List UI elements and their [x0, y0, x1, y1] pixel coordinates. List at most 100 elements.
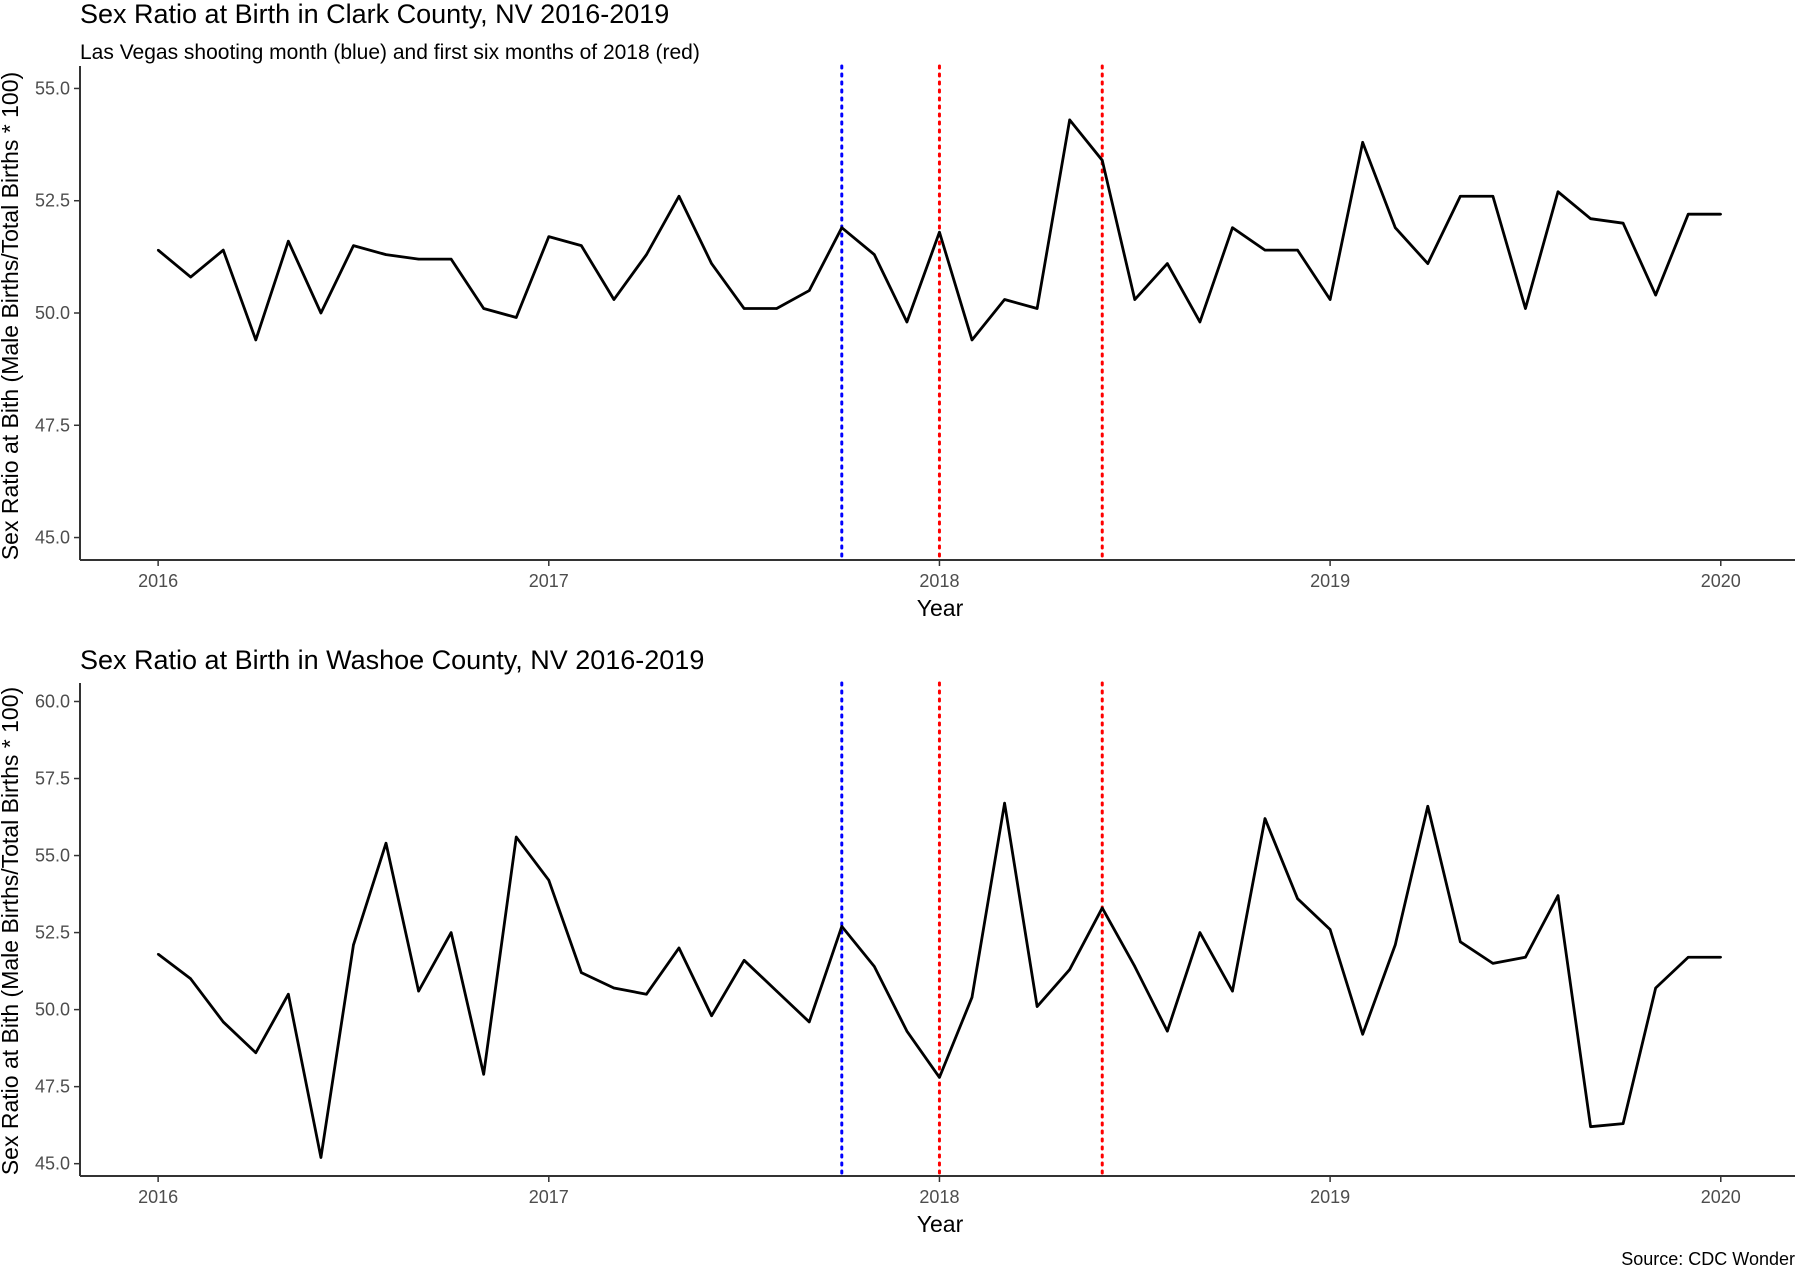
- washoe-data-point: [580, 971, 583, 974]
- washoe-data-point: [970, 996, 974, 999]
- washoe-x-tick-label: 2020: [1701, 1187, 1741, 1207]
- clark-data-point: [1328, 298, 1332, 301]
- clark-y-tick-label: 47.5: [35, 415, 70, 435]
- clark-data-point: [840, 226, 843, 229]
- washoe-x-tick-label: 2017: [529, 1187, 569, 1207]
- clark-data-point: [287, 239, 290, 243]
- washoe-x-tick-label: 2019: [1310, 1187, 1350, 1207]
- clark-data-point: [645, 253, 648, 256]
- clark-data-point: [905, 320, 909, 324]
- washoe-y-tick-label: 60.0: [35, 691, 70, 711]
- washoe-data-point: [677, 946, 681, 950]
- clark-data-point: [1133, 298, 1136, 301]
- washoe-data-point: [1654, 986, 1657, 990]
- washoe-data-point: [645, 993, 648, 996]
- clark-data-point: [1263, 248, 1267, 252]
- washoe-data-point: [1687, 956, 1690, 959]
- clark-data-point: [417, 257, 420, 261]
- clark-data-point: [1231, 226, 1234, 229]
- clark-data-point: [352, 244, 355, 247]
- washoe-data-point: [189, 977, 192, 980]
- washoe-x-tick-label: 2016: [138, 1187, 178, 1207]
- washoe-data-point: [1361, 1033, 1364, 1036]
- clark-y-axis-title: Sex Ratio at Bith (Male Births/Total Bir…: [0, 72, 23, 560]
- clark-data-point: [938, 230, 941, 234]
- washoe-data-point: [254, 1051, 257, 1054]
- washoe-data-point: [547, 879, 550, 882]
- washoe-data-point: [319, 1156, 323, 1159]
- washoe-data-point: [417, 989, 420, 993]
- clark-x-tick-label: 2018: [919, 571, 959, 591]
- washoe-data-point: [1263, 817, 1267, 820]
- clark-data-point: [1491, 195, 1495, 198]
- washoe-data-point: [1231, 989, 1234, 993]
- clark-data-point: [1556, 190, 1560, 193]
- clark-data-point: [482, 307, 485, 310]
- washoe-y-tick-label: 52.5: [35, 923, 70, 943]
- clark-data-point: [319, 311, 323, 315]
- washoe-data-point: [1556, 894, 1560, 897]
- washoe-data-point: [287, 993, 290, 996]
- clark-data-point: [1524, 307, 1527, 310]
- clark-y-tick-label: 55.0: [35, 78, 70, 98]
- clark-y-tick-label: 45.0: [35, 528, 70, 548]
- washoe-data-point: [1491, 962, 1495, 965]
- clark-data-point: [873, 253, 876, 256]
- washoe-data-point: [482, 1073, 485, 1076]
- washoe-county-panel: Sex Ratio at Birth in Washoe County, NV …: [0, 645, 1795, 1237]
- washoe-data-point: [612, 986, 616, 990]
- clark-data-point: [1101, 159, 1104, 162]
- washoe-data-point: [1101, 906, 1104, 910]
- washoe-x-tick-label: 2018: [919, 1187, 959, 1207]
- clark-data-point: [808, 289, 811, 292]
- clark-plot-area: 45.0 47.5 50.0 52.5 55.0 2016 2017 2018 2019 2020: [35, 64, 1795, 591]
- clark-x-tick-label: 2019: [1310, 571, 1350, 591]
- washoe-data-point: [742, 959, 746, 962]
- clark-data-point: [1589, 217, 1592, 220]
- clark-data-point: [1687, 213, 1690, 216]
- clark-data-point: [1198, 320, 1202, 324]
- clark-data-point: [580, 244, 583, 247]
- washoe-data-point: [1524, 956, 1527, 959]
- washoe-data-point: [449, 931, 453, 934]
- clark-data-point: [449, 257, 453, 261]
- clark-data-point: [547, 235, 550, 238]
- washoe-data-point: [775, 989, 778, 993]
- washoe-data-point: [515, 835, 518, 839]
- clark-data-point: [775, 307, 778, 310]
- clark-chart-title: Sex Ratio at Birth in Clark County, NV 2…: [80, 0, 669, 29]
- clark-data-point: [1459, 195, 1462, 198]
- washoe-y-tick-label: 55.0: [35, 846, 70, 866]
- washoe-y-axis-title: Sex Ratio at Bith (Male Births/Total Bir…: [0, 687, 23, 1175]
- washoe-data-point: [156, 952, 160, 956]
- washoe-data-point: [1035, 1005, 1039, 1008]
- source-caption: Source: CDC Wonder: [1621, 1249, 1795, 1269]
- washoe-x-axis-title: Year: [917, 1211, 964, 1237]
- washoe-data-point: [384, 842, 388, 845]
- washoe-data-point: [1589, 1125, 1592, 1128]
- clark-data-point: [1003, 298, 1006, 301]
- washoe-data-point: [222, 1020, 225, 1024]
- washoe-chart-title: Sex Ratio at Birth in Washoe County, NV …: [80, 645, 704, 675]
- washoe-data-point: [352, 943, 355, 947]
- clark-data-point: [1621, 221, 1625, 225]
- washoe-data-point: [1328, 928, 1332, 931]
- clark-y-tick-label: 52.5: [35, 191, 70, 211]
- washoe-data-point: [1296, 897, 1299, 900]
- washoe-data-point: [938, 1076, 941, 1079]
- clark-data-point: [254, 338, 257, 342]
- washoe-data-point: [1459, 940, 1462, 944]
- washoe-data-point: [840, 925, 843, 928]
- washoe-plot-area: 45.0 47.5 50.0 52.5 55.0 57.5 60.0 2016 2017 2018…: [35, 681, 1795, 1207]
- washoe-y-tick-label: 57.5: [35, 769, 70, 789]
- washoe-data-point: [905, 1029, 909, 1033]
- clark-data-point: [677, 195, 681, 198]
- clark-x-axis-title: Year: [917, 595, 964, 621]
- washoe-data-point: [1133, 965, 1136, 968]
- washoe-data-point: [1621, 1122, 1625, 1125]
- washoe-data-point: [808, 1020, 811, 1024]
- clark-x-tick-label: 2020: [1701, 571, 1741, 591]
- clark-data-point: [970, 338, 974, 342]
- washoe-data-point: [1198, 931, 1202, 934]
